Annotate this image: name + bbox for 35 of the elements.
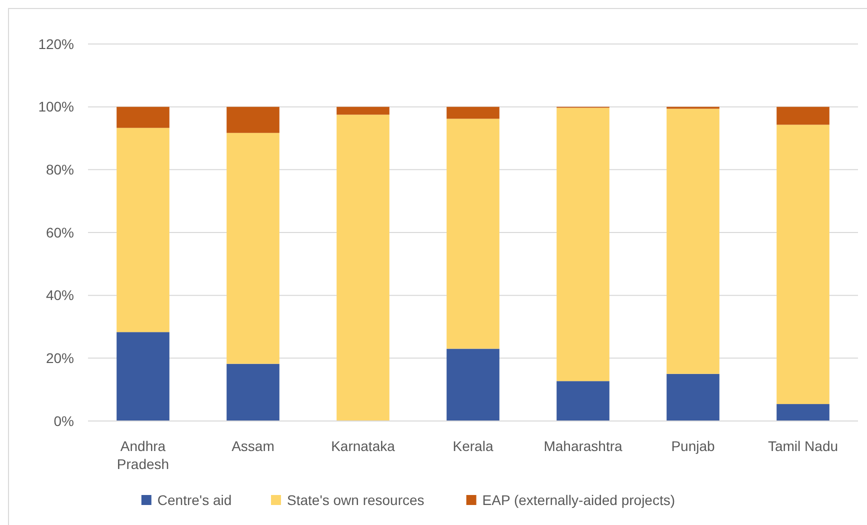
bar [666,374,720,421]
x-tick-label: Andhra Pradesh [116,438,170,472]
bar [226,132,280,364]
bar [776,124,830,404]
x-tick-label: Assam [232,438,274,454]
y-tick-label: 100% [38,98,74,115]
x-tick-label: Tamil Nadu [768,438,838,454]
y-tick-label: 40% [46,287,74,304]
y-tick-label: 60% [46,224,74,240]
bar [446,106,500,119]
bar [776,404,830,421]
legend-label: State's own resources [287,492,424,508]
bar [556,381,610,421]
bar [116,332,170,421]
legend-label: EAP (externally-aided projects) [482,492,676,508]
y-tick-label: 20% [46,350,74,366]
y-tick-label: 120% [38,36,74,52]
y-tick-label: 0% [54,412,74,429]
bar [116,106,170,128]
bar [446,348,500,421]
bar [226,364,280,421]
bar [336,114,390,421]
bar [556,108,610,382]
x-tick-label: Maharashtra [544,438,623,454]
bar [116,128,170,332]
x-tick-label: Kerala [452,438,494,454]
bar [666,108,720,374]
bar [336,106,390,115]
bar [446,118,500,349]
x-tick-label: Karnataka [331,438,396,454]
bar [776,106,830,125]
bar [226,106,280,133]
legend-label: Centre's aid [157,492,232,508]
x-tick-label: Punjab [671,438,716,454]
y-tick-label: 80% [46,162,74,178]
